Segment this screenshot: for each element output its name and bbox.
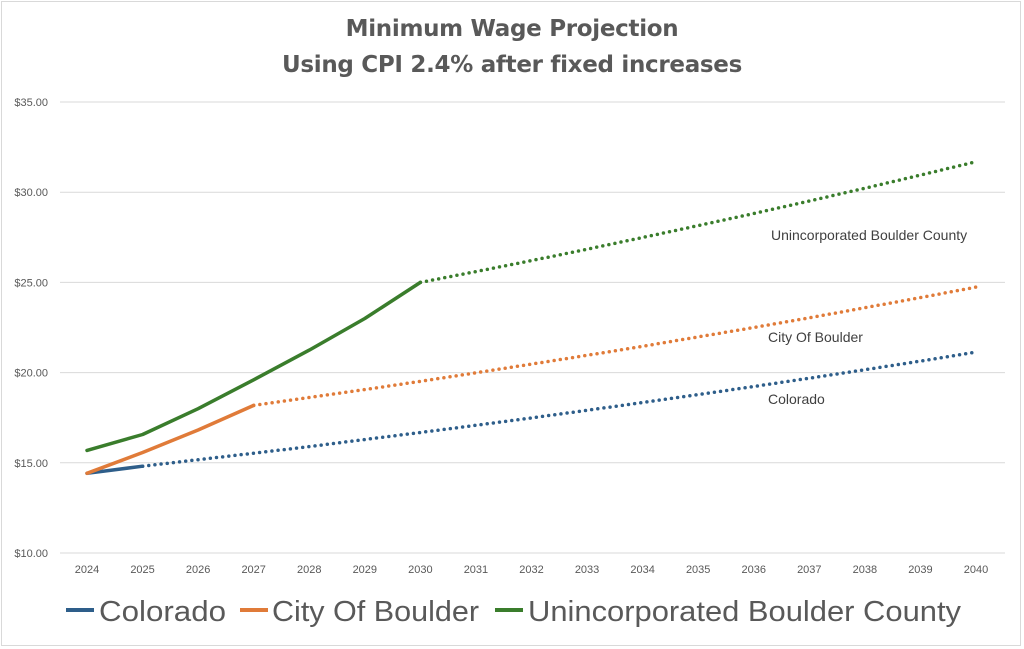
x-tick-label: 2032: [519, 564, 543, 576]
chart-title: Minimum Wage Projection: [345, 16, 679, 42]
x-tick-label: 2035: [686, 564, 710, 576]
x-tick-label: 2038: [853, 564, 877, 576]
y-tick-label: $25.00: [14, 277, 48, 289]
x-tick-label: 2033: [575, 564, 599, 576]
x-tick-label: 2029: [353, 564, 377, 576]
x-tick-label: 2037: [797, 564, 821, 576]
x-tick-label: 2027: [241, 564, 265, 576]
x-tick-label: 2036: [742, 564, 766, 576]
series-line-projection: [418, 159, 978, 285]
x-tick-label: 2030: [408, 564, 432, 576]
x-tick-label: 2026: [186, 564, 210, 576]
x-tick-label: 2024: [75, 564, 99, 576]
x-tick-label: 2031: [464, 564, 488, 576]
y-tick-label: $10.00: [14, 548, 48, 560]
y-tick-label: $20.00: [14, 368, 48, 380]
x-tick-label: 2039: [908, 564, 932, 576]
series-annotation: Unincorporated Boulder County: [771, 227, 967, 243]
series-annotation: City Of Boulder: [768, 329, 863, 345]
x-tick-label: 2025: [130, 564, 154, 576]
y-tick-label: $15.00: [14, 458, 48, 470]
legend-label: City Of Boulder: [272, 596, 479, 628]
series-line-solid: [85, 280, 423, 453]
y-tick-label: $30.00: [14, 187, 48, 199]
series-line-projection: [140, 350, 978, 468]
x-tick-label: 2034: [630, 564, 654, 576]
legend-label: Colorado: [99, 596, 226, 628]
series-line-solid: [85, 403, 256, 476]
x-tick-label: 2040: [964, 564, 988, 576]
x-tick-label: 2028: [297, 564, 321, 576]
chart-subtitle: Using CPI 2.4% after fixed increases: [282, 52, 742, 78]
series-line-solid: [85, 464, 145, 476]
series-annotation: Colorado: [768, 391, 825, 407]
series-line-projection: [251, 285, 978, 408]
legend-label: Unincorporated Boulder County: [528, 596, 962, 628]
y-tick-label: $35.00: [14, 97, 48, 109]
